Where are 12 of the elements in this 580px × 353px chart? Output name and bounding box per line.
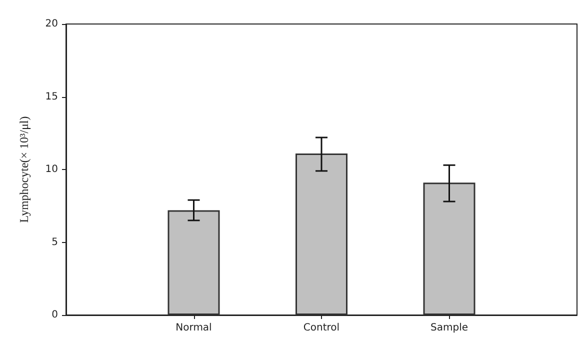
y-tick-label: 5: [52, 236, 58, 248]
bar: [296, 153, 348, 315]
y-tick-label: 20: [45, 18, 58, 30]
bar: [168, 210, 220, 315]
x-tick-label: Sample: [430, 322, 468, 334]
bar: [423, 182, 476, 315]
x-tick-label: Control: [303, 322, 340, 334]
y-tick-label: 0: [52, 310, 58, 320]
y-tick-label: 10: [45, 164, 58, 175]
x-tick-label: Normal: [176, 322, 212, 334]
y-tick-label: 15: [45, 91, 58, 102]
y-axis-title: Lymphocyte(× 10³/μl): [17, 116, 31, 223]
